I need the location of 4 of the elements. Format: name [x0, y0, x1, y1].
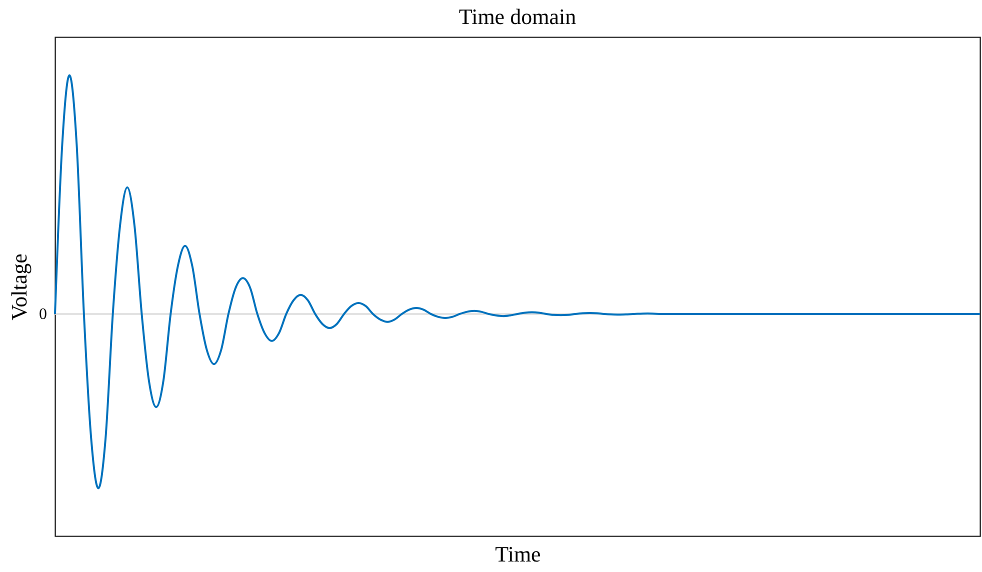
- ref-line-label: 0: [39, 306, 47, 323]
- chart-title: Time domain: [458, 4, 576, 29]
- y-axis-title: Voltage: [6, 254, 32, 320]
- x-axis-title: Time: [495, 542, 541, 566]
